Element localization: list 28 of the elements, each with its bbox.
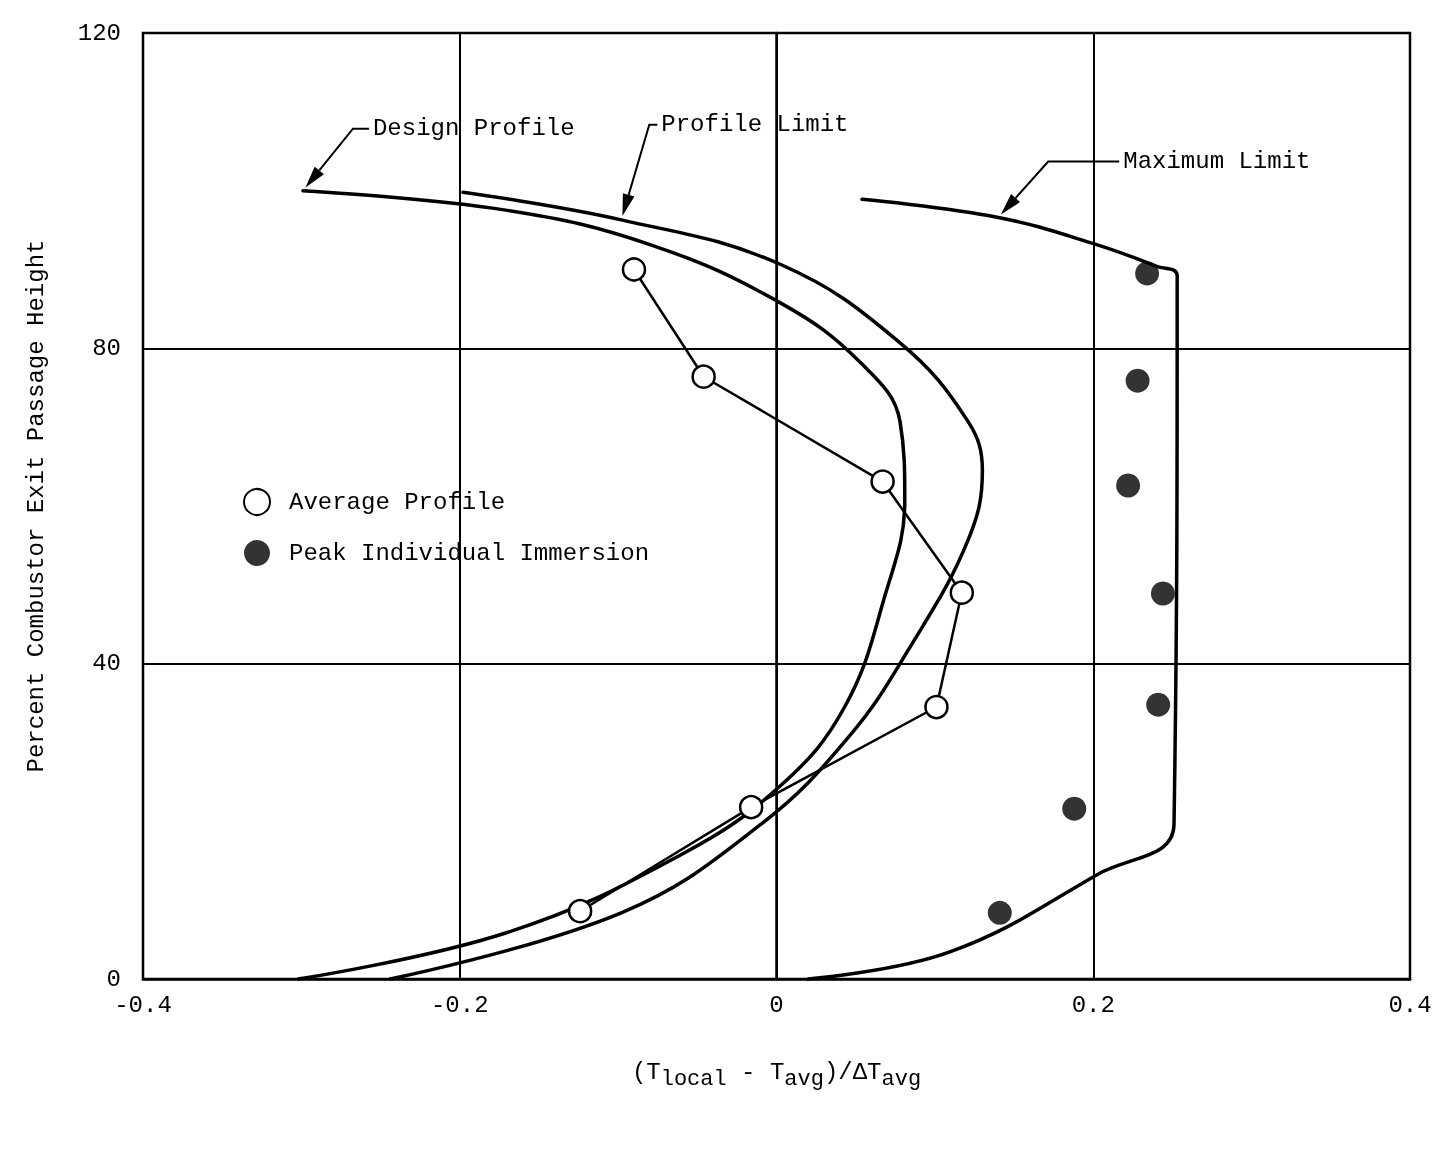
point	[567, 898, 593, 924]
x-tick-label: 0.4	[1388, 991, 1432, 1019]
text: Profile Limit	[661, 111, 849, 139]
point	[870, 469, 895, 494]
x-tick-label: 0	[769, 991, 784, 1019]
x-tick-label: 0.2	[1071, 991, 1115, 1019]
point	[1125, 368, 1150, 393]
y-tick-label: 40	[92, 650, 121, 678]
point	[621, 257, 647, 282]
x-tick-label: -0.2	[430, 991, 489, 1019]
point	[1062, 796, 1087, 821]
point	[949, 580, 975, 605]
point	[1116, 473, 1141, 498]
x-axis-title: (Tlocal - Tavg)/ΔTavg	[631, 1058, 922, 1092]
text: Maximum Limit	[1123, 147, 1311, 175]
point	[987, 900, 1012, 925]
y-tick-label: 80	[92, 334, 121, 362]
x-tick-label: -0.4	[114, 991, 172, 1019]
point	[1135, 261, 1160, 286]
point	[924, 694, 949, 720]
point	[1146, 692, 1171, 717]
y-axis-title: Percent Combustor Exit Passage Height	[22, 239, 50, 773]
y-tick-label: 0	[106, 965, 121, 993]
point	[1150, 581, 1175, 606]
text: Design Profile	[372, 115, 575, 143]
point	[691, 364, 716, 389]
y-tick-label: 120	[77, 19, 121, 47]
point	[738, 794, 764, 820]
